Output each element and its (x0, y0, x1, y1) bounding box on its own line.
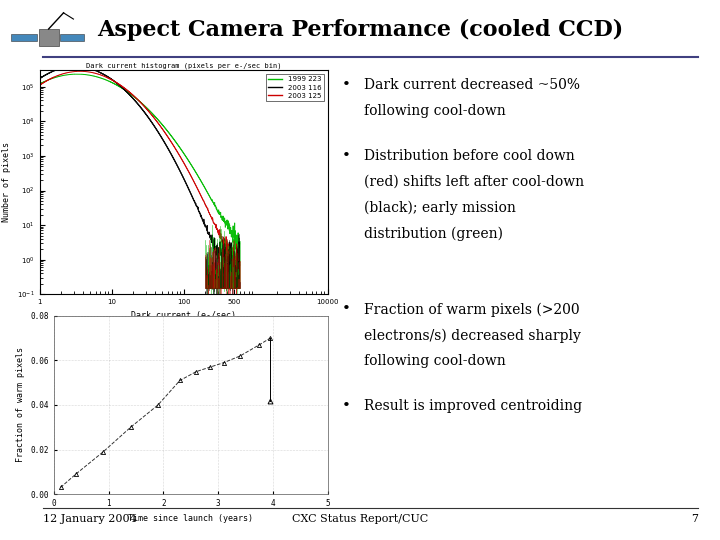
Text: •: • (342, 399, 351, 413)
Text: following cool-down: following cool-down (364, 104, 505, 118)
Text: •: • (342, 149, 351, 163)
X-axis label: Dark current (e-/sec): Dark current (e-/sec) (131, 310, 236, 320)
Text: following cool-down: following cool-down (364, 354, 505, 368)
Text: 12 January 2004: 12 January 2004 (43, 514, 137, 524)
Y-axis label: Fraction of warm pixels: Fraction of warm pixels (16, 348, 25, 462)
Text: Fraction of warm pixels (>200: Fraction of warm pixels (>200 (364, 302, 579, 317)
Text: electrons/s) decreased sharply: electrons/s) decreased sharply (364, 328, 580, 343)
Text: 7: 7 (691, 514, 698, 524)
Polygon shape (12, 34, 37, 42)
Text: Distribution before cool down: Distribution before cool down (364, 149, 575, 163)
Polygon shape (60, 34, 84, 42)
Text: CXC Status Report/CUC: CXC Status Report/CUC (292, 514, 428, 524)
Y-axis label: Number of pixels: Number of pixels (2, 142, 12, 222)
Polygon shape (39, 29, 58, 46)
X-axis label: Time since launch (years): Time since launch (years) (128, 514, 253, 523)
Text: (red) shifts left after cool-down: (red) shifts left after cool-down (364, 175, 584, 189)
Text: Result is improved centroiding: Result is improved centroiding (364, 399, 582, 413)
Text: distribution (green): distribution (green) (364, 227, 503, 241)
Text: Dark current decreased ~50%: Dark current decreased ~50% (364, 78, 580, 92)
Text: •: • (342, 78, 351, 92)
Text: (black); early mission: (black); early mission (364, 201, 516, 215)
Text: Aspect Camera Performance (cooled CCD): Aspect Camera Performance (cooled CCD) (97, 19, 623, 41)
Legend: 1999 223, 2003 116, 2003 125: 1999 223, 2003 116, 2003 125 (266, 73, 324, 102)
Text: •: • (342, 302, 351, 316)
Title: Dark current histogram (pixels per e-/sec bin): Dark current histogram (pixels per e-/se… (86, 63, 282, 69)
